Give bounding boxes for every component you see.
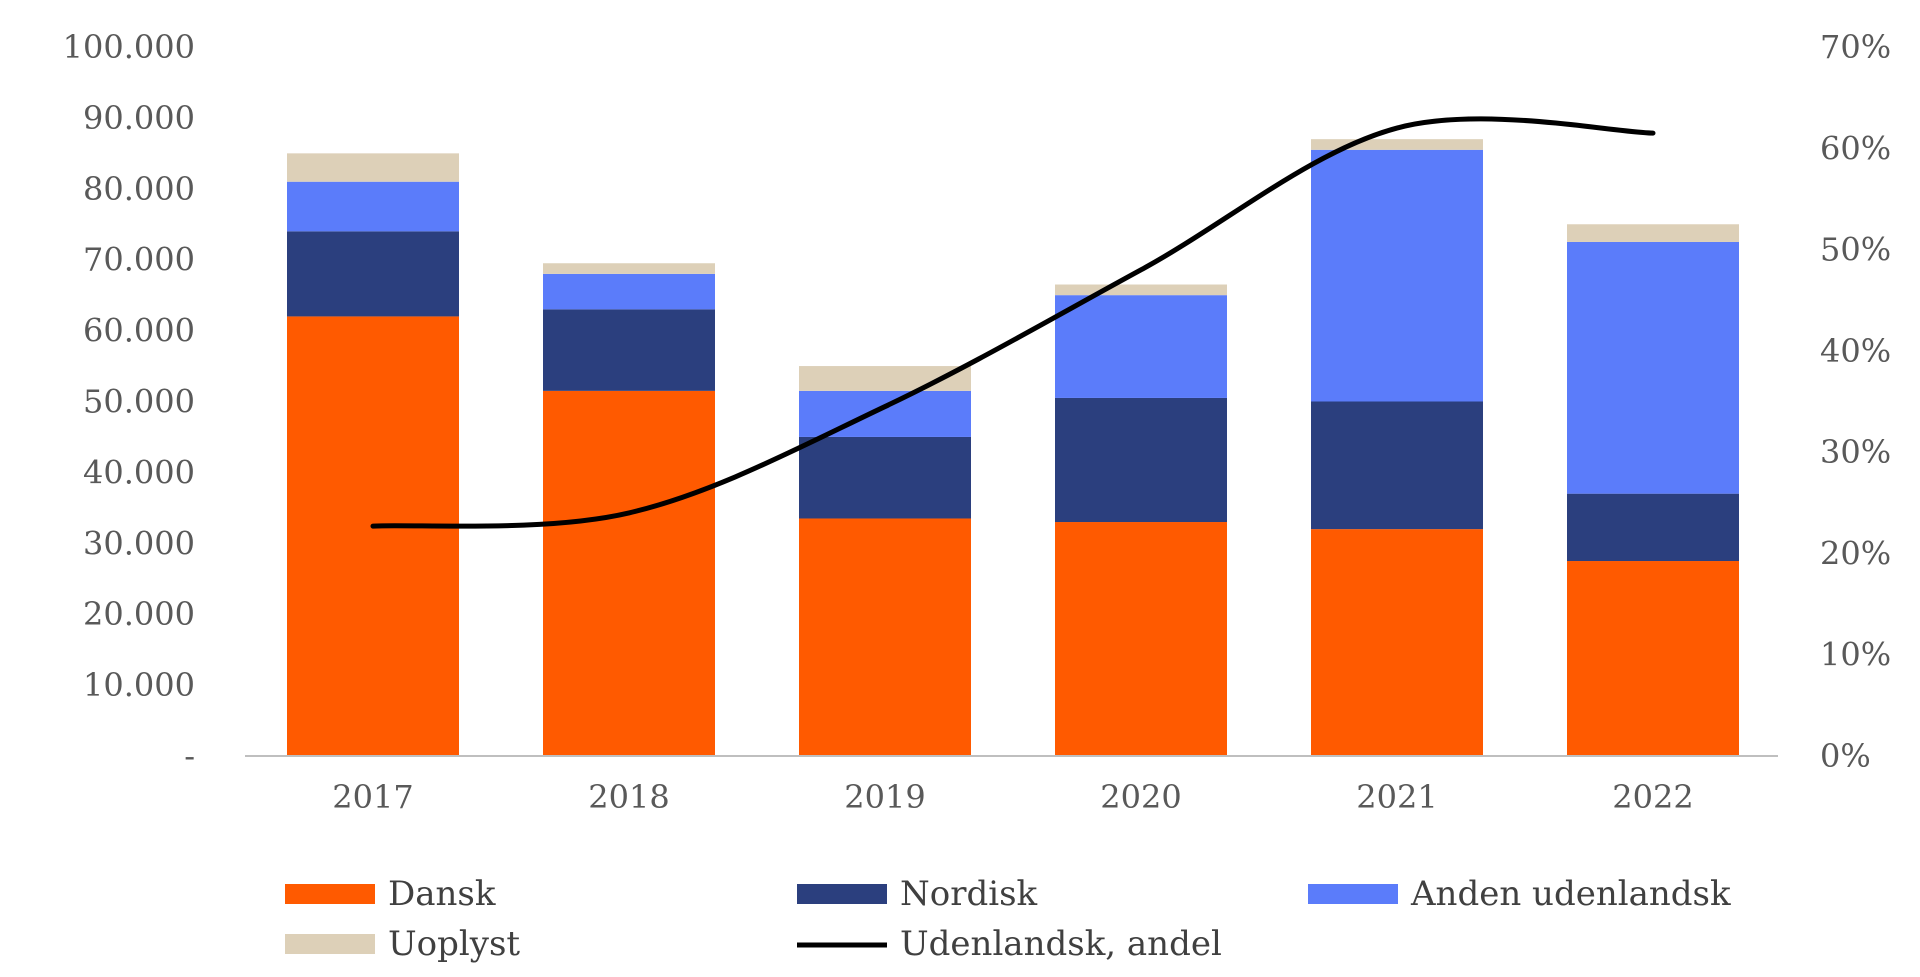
y-tick-label: 60.000 [83, 312, 195, 350]
legend-label-anden-udenlandsk: Anden udenlandsk [1410, 874, 1731, 914]
y-axis-left: - 10.000 20.000 30.000 40.000 50.000 60.000 70.… [63, 28, 195, 775]
legend-swatch-uoplyst [285, 934, 375, 954]
legend-swatch-dansk [285, 884, 375, 904]
legend-label-udenlandsk-andel: Udenlandsk, andel [900, 924, 1222, 964]
bar-anden-udenlandsk-2022 [1567, 241, 1739, 494]
y-tick-label: - [184, 737, 195, 775]
x-tick-label-2019: 2019 [844, 778, 925, 816]
bar-anden-udenlandsk-2017 [287, 181, 459, 232]
bar-nordisk-2020 [1055, 397, 1227, 523]
legend-swatch-anden-udenlandsk [1308, 884, 1398, 904]
line-udenlandsk-andel [370, 116, 1656, 529]
y2-tick-label: 70% [1820, 28, 1891, 66]
legend-label-dansk: Dansk [388, 874, 496, 914]
bar-dansk-2021 [1311, 529, 1483, 756]
y-tick-label: 50.000 [83, 383, 195, 421]
y2-tick-label: 20% [1820, 534, 1891, 572]
bar-uoplyst-2022 [1567, 224, 1739, 242]
legend-label-nordisk: Nordisk [900, 874, 1038, 914]
bar-nordisk-2022 [1567, 493, 1739, 562]
bar-nordisk-2019 [799, 436, 971, 519]
y-tick-label: 90.000 [83, 99, 195, 137]
y-tick-label: 80.000 [83, 170, 195, 208]
bar-anden-udenlandsk-2021 [1311, 149, 1483, 402]
bar-nordisk-2017 [287, 231, 459, 317]
bar-anden-udenlandsk-2020 [1055, 295, 1227, 398]
x-tick-label-2017: 2017 [332, 778, 413, 816]
bar-dansk-2019 [799, 518, 971, 756]
bar-anden-udenlandsk-2018 [543, 273, 715, 310]
y-tick-label: 30.000 [83, 524, 195, 562]
x-tick-label-2018: 2018 [588, 778, 669, 816]
bar-uoplyst-2021 [1311, 139, 1483, 150]
bar-anden-udenlandsk-2019 [799, 390, 971, 437]
legend: Dansk Nordisk Anden udenlandsk Uoplyst U… [285, 874, 1731, 964]
x-axis: 2017 2018 2019 2020 2021 2022 [332, 778, 1693, 816]
y2-tick-label: 30% [1820, 433, 1891, 471]
y2-tick-label: 10% [1820, 636, 1891, 674]
y-tick-label: 40.000 [83, 453, 195, 491]
bar-nordisk-2018 [543, 309, 715, 391]
y-tick-label: 70.000 [83, 241, 195, 279]
bar-dansk-2020 [1055, 522, 1227, 756]
y2-tick-label: 0% [1820, 737, 1871, 775]
x-tick-label-2020: 2020 [1100, 778, 1181, 816]
legend-swatch-nordisk [797, 884, 887, 904]
y2-tick-label: 40% [1820, 332, 1891, 370]
y-tick-label: 100.000 [63, 28, 195, 66]
bars [287, 139, 1739, 756]
legend-label-uoplyst: Uoplyst [388, 924, 520, 964]
y-tick-label: 20.000 [83, 595, 195, 633]
y2-tick-label: 50% [1820, 231, 1891, 269]
y2-tick-label: 60% [1820, 129, 1891, 167]
x-tick-label-2021: 2021 [1356, 778, 1437, 816]
bar-uoplyst-2018 [543, 263, 715, 274]
bar-uoplyst-2020 [1055, 284, 1227, 296]
bar-uoplyst-2017 [287, 153, 459, 182]
bar-dansk-2022 [1567, 561, 1739, 756]
bar-nordisk-2021 [1311, 401, 1483, 530]
bar-dansk-2017 [287, 316, 459, 756]
y-axis-right: 0% 10% 20% 30% 40% 50% 60% 70% [1820, 28, 1891, 775]
bar-dansk-2018 [543, 390, 715, 756]
y-tick-label: 10.000 [83, 666, 195, 704]
x-tick-label-2022: 2022 [1612, 778, 1693, 816]
